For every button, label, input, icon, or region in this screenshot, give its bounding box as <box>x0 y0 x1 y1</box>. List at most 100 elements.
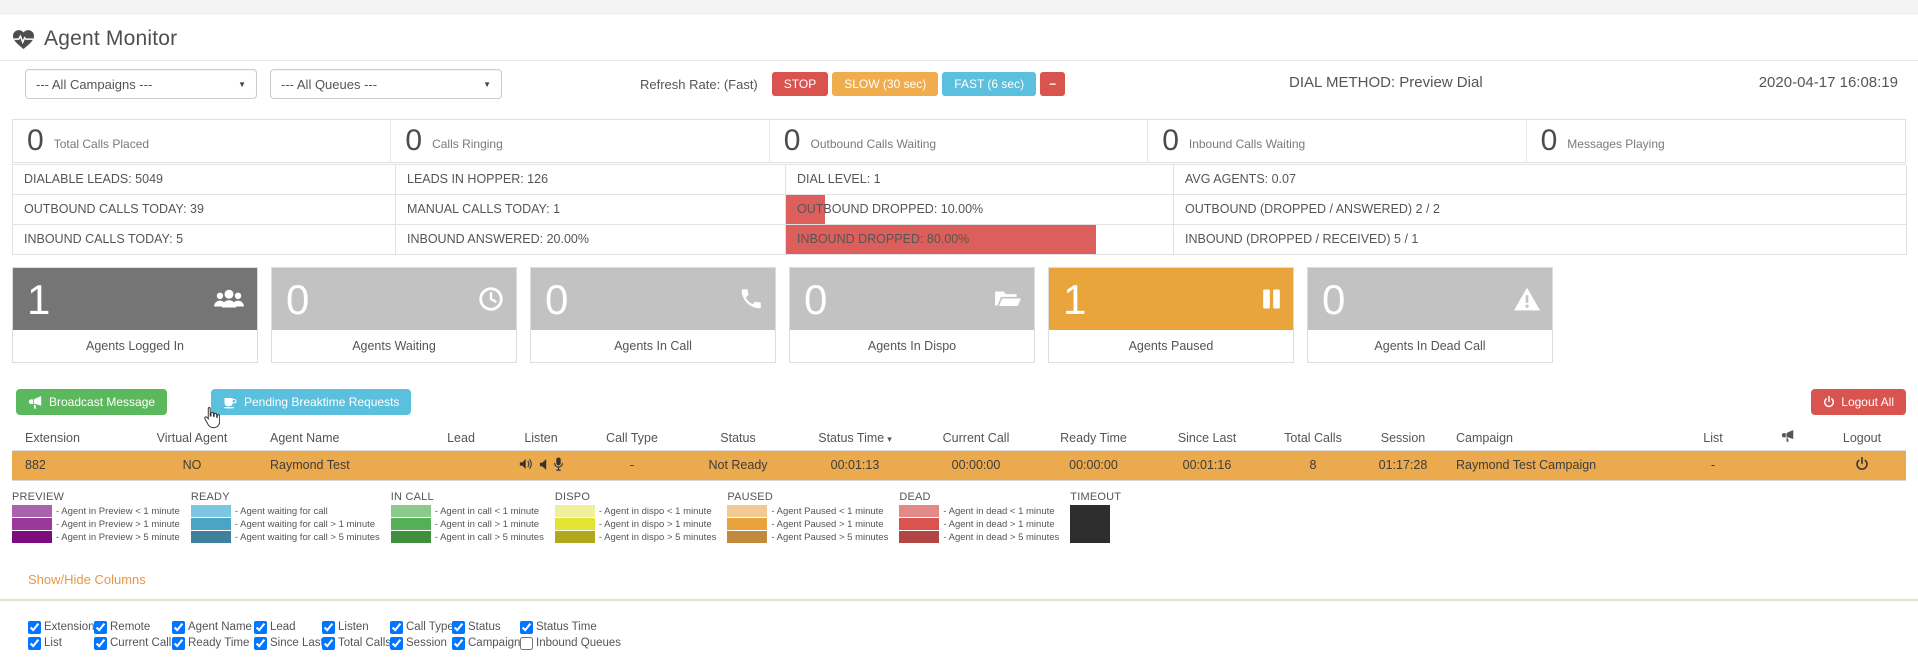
checkbox[interactable] <box>254 636 267 650</box>
agent-status-tiles: 1 Agents Logged In 0 Agents Waiting 0 <box>12 267 1906 363</box>
col-header-ready-time[interactable]: Ready Time <box>1036 426 1151 451</box>
counter-inbound-calls-waiting: 0 Inbound Calls Waiting <box>1148 120 1527 162</box>
microphone-icon[interactable] <box>553 457 564 471</box>
phone-icon <box>739 287 763 311</box>
checkbox[interactable] <box>520 636 533 650</box>
power-icon[interactable] <box>1855 456 1869 471</box>
fast-refresh-button[interactable]: FAST (6 sec) <box>942 72 1037 96</box>
agent-broadcast-cell <box>1758 449 1818 481</box>
checkbox[interactable] <box>390 636 403 650</box>
column-toggle-list[interactable]: List <box>28 636 94 650</box>
checkbox[interactable] <box>452 620 465 634</box>
tile-label: Agents Paused <box>1049 330 1293 362</box>
checkbox[interactable] <box>28 620 41 634</box>
column-toggle-inbound-queues[interactable]: Inbound Queues <box>520 636 660 650</box>
checkbox[interactable] <box>322 636 335 650</box>
col-header-session[interactable]: Session <box>1363 426 1443 451</box>
col-header-logout[interactable]: Logout <box>1818 426 1906 451</box>
legend-swatch <box>554 531 595 543</box>
column-toggle-status[interactable]: Status <box>452 620 520 634</box>
legend-swatch <box>12 531 52 543</box>
checkbox[interactable] <box>322 620 335 634</box>
agents-table-header: Extension Virtual Agent Agent Name Lead … <box>12 426 1906 451</box>
col-header-total-calls[interactable]: Total Calls <box>1263 426 1363 451</box>
stop-refresh-button[interactable]: STOP <box>771 72 829 96</box>
col-header-lead[interactable]: Lead <box>422 426 500 451</box>
col-header-extension[interactable]: Extension <box>12 426 127 451</box>
logout-all-button[interactable]: Logout All <box>1811 389 1906 415</box>
slow-refresh-button[interactable]: SLOW (30 sec) <box>832 72 939 96</box>
column-toggle-ready-time[interactable]: Ready Time <box>172 636 254 650</box>
legend-swatch <box>1070 504 1111 543</box>
column-toggle-session[interactable]: Session <box>390 636 452 650</box>
col-header-virtual-agent[interactable]: Virtual Agent <box>127 426 257 451</box>
legend-group-timeout: TIMEOUT <box>1070 491 1121 548</box>
checkbox[interactable] <box>520 620 533 634</box>
column-toggle-extension[interactable]: Extension <box>28 620 95 634</box>
col-header-campaign[interactable]: Campaign <box>1443 426 1668 451</box>
heartbeat-icon <box>12 29 35 50</box>
legend-swatch <box>727 505 768 517</box>
sort-desc-icon: ▾ <box>887 433 892 444</box>
volume-up-icon[interactable] <box>519 458 534 470</box>
legend-swatch <box>390 531 431 543</box>
col-header-call-type[interactable]: Call Type <box>582 426 682 451</box>
checkbox[interactable] <box>172 620 185 634</box>
col-header-agent-name[interactable]: Agent Name <box>257 426 422 451</box>
agent-list: - <box>1668 449 1758 481</box>
checkbox[interactable] <box>172 636 185 650</box>
legend-swatch <box>899 518 940 530</box>
column-toggle-call-type[interactable]: Call Type <box>390 620 454 634</box>
col-header-listen[interactable]: Listen <box>500 426 582 451</box>
column-toggle-total-calls[interactable]: Total Calls <box>322 636 391 650</box>
legend-swatch <box>899 505 940 517</box>
agent-session: 01:17:28 <box>1363 449 1443 481</box>
agent-name: Raymond Test <box>257 449 422 481</box>
collapse-button[interactable]: − <box>1040 72 1066 96</box>
column-toggle-lead[interactable]: Lead <box>254 620 322 634</box>
col-header-since-last[interactable]: Since Last <box>1151 426 1263 451</box>
legend-swatch <box>190 518 231 530</box>
column-toggle-agent-name[interactable]: Agent Name <box>172 620 254 634</box>
agent-lead <box>422 449 500 481</box>
agent-virtual: NO <box>127 449 257 481</box>
column-toggle-since-last[interactable]: Since Last <box>254 636 324 650</box>
tile-label: Agents In Dispo <box>790 330 1034 362</box>
column-toggle-listen[interactable]: Listen <box>322 620 390 634</box>
refresh-rate-label: Refresh Rate: (Fast) <box>640 76 758 92</box>
column-toggle-campaign[interactable]: Campaign <box>452 636 520 650</box>
tile-agents-in-dispo: 0 Agents In Dispo <box>789 267 1035 363</box>
legend-swatch <box>554 505 595 517</box>
column-toggle-remote[interactable]: Remote <box>94 620 172 634</box>
column-toggle-status-time[interactable]: Status Time <box>520 620 660 634</box>
col-header-status-time[interactable]: Status Time ▾ <box>794 426 916 451</box>
column-toggle-current-call[interactable]: Current Call <box>94 636 172 650</box>
stat-outbound-calls-today: OUTBOUND CALLS TODAY: 39 <box>13 195 396 225</box>
checkbox[interactable] <box>452 636 465 650</box>
col-header-current-call[interactable]: Current Call <box>916 426 1036 451</box>
clock-icon <box>478 286 504 312</box>
queues-select[interactable]: --- All Queues --- ▼ <box>270 69 502 99</box>
col-header-broadcast[interactable] <box>1758 426 1818 451</box>
col-header-list[interactable]: List <box>1668 426 1758 451</box>
stat-inbound-calls-today: INBOUND CALLS TODAY: 5 <box>13 225 396 255</box>
pending-breaktime-requests-button[interactable]: Pending Breaktime Requests <box>211 389 412 415</box>
checkbox[interactable] <box>28 636 41 650</box>
counter-calls-ringing: 0 Calls Ringing <box>391 120 770 162</box>
broadcast-message-button[interactable]: Broadcast Message <box>16 389 168 415</box>
volume-off-icon[interactable] <box>539 458 548 470</box>
checkbox[interactable] <box>94 636 107 650</box>
agent-extension: 882 <box>12 449 127 481</box>
counter-value: 0 <box>1540 124 1558 157</box>
legend-swatch <box>390 505 431 517</box>
col-header-status[interactable]: Status <box>682 426 794 451</box>
campaigns-select[interactable]: --- All Campaigns --- ▼ <box>25 69 257 99</box>
checkbox[interactable] <box>94 620 107 634</box>
counter-value: 0 <box>1162 124 1179 157</box>
checkbox[interactable] <box>254 620 267 634</box>
checkbox[interactable] <box>390 620 403 634</box>
show-hide-columns-link[interactable]: Show/Hide Columns <box>28 571 146 587</box>
users-icon <box>213 287 245 311</box>
counter-label: Calls Ringing <box>432 137 503 151</box>
mouse-cursor <box>202 406 220 429</box>
